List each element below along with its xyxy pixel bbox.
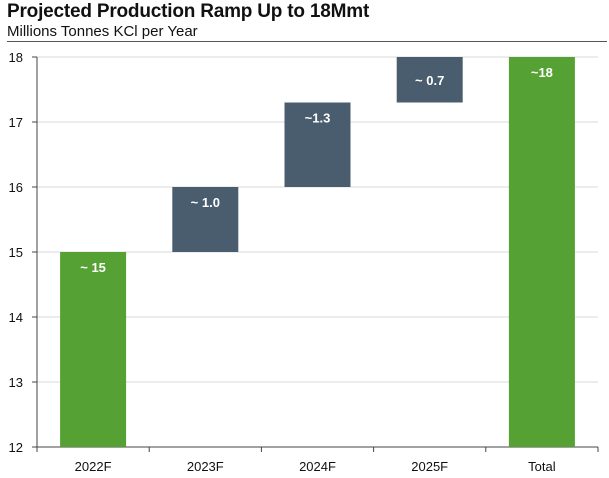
- x-category-label: Total: [528, 459, 556, 474]
- chart-title: Projected Production Ramp Up to 18Mmt: [7, 1, 370, 22]
- bar-2023f: [172, 187, 239, 252]
- data-label: ~18: [531, 65, 553, 80]
- x-category-label: 2025F: [411, 459, 448, 474]
- bar-total: [508, 57, 575, 447]
- axes: 12 13 14 15 16 17 18: [9, 50, 599, 455]
- bar-2024f: [284, 102, 351, 187]
- data-label: ~ 0.7: [415, 73, 444, 88]
- bars: [60, 57, 575, 447]
- y-tick-label: 13: [9, 375, 23, 390]
- data-label: ~ 1.0: [191, 195, 220, 210]
- x-category-label: 2024F: [299, 459, 336, 474]
- x-category-label: 2022F: [75, 459, 112, 474]
- title-divider: [7, 41, 607, 42]
- chart-subtitle: Millions Tonnes KCl per Year: [7, 23, 198, 40]
- y-tick-label: 17: [9, 115, 23, 130]
- y-tick-label: 14: [9, 310, 23, 325]
- bar-2025f: [396, 57, 463, 103]
- gridlines: [37, 56, 598, 383]
- y-tick-label: 18: [9, 50, 23, 65]
- labels: ~ 15 2022F ~ 1.0 2023F ~1.3 2024F ~ 0.7 2025F ~1…: [75, 65, 556, 474]
- bar-2022f: [60, 252, 127, 447]
- y-tick-label: 16: [9, 180, 23, 195]
- y-tick-label: 12: [9, 440, 23, 455]
- x-category-label: 2023F: [187, 459, 224, 474]
- data-label: ~1.3: [305, 111, 331, 126]
- y-tick-label: 15: [9, 245, 23, 260]
- data-label: ~ 15: [80, 260, 106, 275]
